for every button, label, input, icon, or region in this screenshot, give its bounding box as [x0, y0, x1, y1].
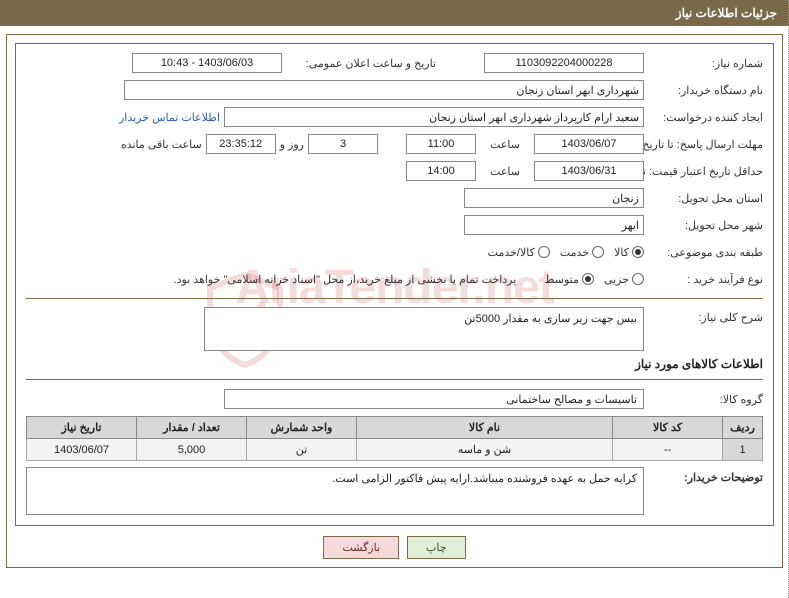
requester-label: ایجاد کننده درخواست: [648, 111, 763, 124]
general-desc-box: بیس جهت زیر سازی به مقدار 5000تن [204, 307, 644, 351]
validity-date: 1403/06/31 [534, 161, 644, 181]
back-button[interactable]: بازگشت [323, 536, 399, 559]
province-value: زنجان [464, 188, 644, 208]
radio-small-circle [632, 273, 644, 285]
cell-code: -- [613, 439, 723, 461]
radio-both[interactable]: کالا/خدمت [488, 246, 550, 259]
remaining-days-label: روز و [280, 138, 304, 151]
cell-date: 1403/06/07 [27, 439, 137, 461]
radio-medium-label: متوسط [544, 273, 579, 286]
radio-goods[interactable]: کالا [614, 246, 644, 259]
group-label: گروه کالا: [648, 393, 763, 406]
outer-frame: شماره نیاز: 1103092204000228 تاریخ و ساع… [6, 34, 783, 568]
group-value: تاسیسات و مصالح ساختمانی [224, 389, 644, 409]
cell-name: شن و ماسه [357, 439, 613, 461]
buyer-notes-label: توضیحات خریدار: [648, 467, 763, 515]
col-idx: ردیف [723, 417, 763, 439]
deadline-time-label: ساعت [480, 138, 530, 151]
divider-2 [26, 379, 763, 380]
cell-idx: 1 [723, 439, 763, 461]
col-qty: تعداد / مقدار [137, 417, 247, 439]
process-label: نوع فرآیند خرید : [648, 273, 763, 286]
need-number-label: شماره نیاز: [648, 57, 763, 70]
button-row: چاپ بازگشت [15, 536, 774, 559]
validity-label: حداقل تاریخ اعتبار قیمت: تا تاریخ: [648, 165, 763, 178]
radio-service-circle [592, 246, 604, 258]
divider-1 [26, 298, 763, 299]
radio-both-label: کالا/خدمت [488, 246, 535, 259]
remaining-days: 3 [308, 134, 378, 154]
print-button[interactable]: چاپ [407, 536, 466, 559]
announce-value: 1403/06/03 - 10:43 [132, 53, 282, 73]
col-name: نام کالا [357, 417, 613, 439]
category-radio-group: کالا خدمت کالا/خدمت [488, 246, 644, 259]
category-label: طبقه بندی موضوعی: [648, 246, 763, 259]
general-desc-label: شرح کلی نیاز: [648, 307, 763, 324]
process-radio-group: جزیی متوسط [544, 273, 644, 286]
deadline-label: مهلت ارسال پاسخ: تا تاریخ: [648, 138, 763, 151]
validity-time-label: ساعت [480, 165, 530, 178]
radio-goods-circle [632, 246, 644, 258]
col-unit: واحد شمارش [247, 417, 357, 439]
radio-medium-circle [582, 273, 594, 285]
radio-small[interactable]: جزیی [604, 273, 644, 286]
radio-both-circle [538, 246, 550, 258]
need-number-value: 1103092204000228 [484, 53, 644, 73]
cell-qty: 5,000 [137, 439, 247, 461]
deadline-date: 1403/06/07 [534, 134, 644, 154]
details-panel: شماره نیاز: 1103092204000228 تاریخ و ساع… [15, 43, 774, 526]
page-header: جزئیات اطلاعات نیاز [0, 0, 789, 26]
radio-service[interactable]: خدمت [560, 246, 604, 259]
validity-time: 14:00 [406, 161, 476, 181]
goods-table: ردیف کد کالا نام کالا واحد شمارش تعداد /… [26, 416, 763, 461]
col-code: کد کالا [613, 417, 723, 439]
radio-medium[interactable]: متوسط [544, 273, 594, 286]
goods-section-title: اطلاعات کالاهای مورد نیاز [26, 357, 763, 371]
remaining-suffix: ساعت باقی مانده [121, 138, 202, 151]
payment-note: پرداخت تمام یا بخشی از مبلغ خرید،از محل … [174, 273, 517, 286]
province-label: استان محل تحویل: [648, 192, 763, 205]
remaining-time: 23:35:12 [206, 134, 276, 154]
city-label: شهر محل تحویل: [648, 219, 763, 232]
table-row: 1 -- شن و ماسه تن 5,000 1403/06/07 [27, 439, 763, 461]
deadline-time: 11:00 [406, 134, 476, 154]
radio-service-label: خدمت [560, 246, 589, 259]
radio-goods-label: کالا [614, 246, 629, 259]
requester-value: سعید ارام کارپرداز شهرداری ابهر استان زن… [224, 107, 644, 127]
buyer-notes-box: کرایه حمل به عهده فروشنده میباشد.ارایه پ… [26, 467, 644, 515]
radio-small-label: جزیی [604, 273, 629, 286]
table-header-row: ردیف کد کالا نام کالا واحد شمارش تعداد /… [27, 417, 763, 439]
announce-label: تاریخ و ساعت اعلان عمومی: [286, 57, 436, 70]
buyer-org-label: نام دستگاه خریدار: [648, 84, 763, 97]
buyer-org-value: شهرداری ابهر استان زنجان [124, 80, 644, 100]
col-date: تاریخ نیاز [27, 417, 137, 439]
cell-unit: تن [247, 439, 357, 461]
city-value: ابهر [464, 215, 644, 235]
buyer-contact-link[interactable]: اطلاعات تماس خریدار [119, 111, 220, 124]
